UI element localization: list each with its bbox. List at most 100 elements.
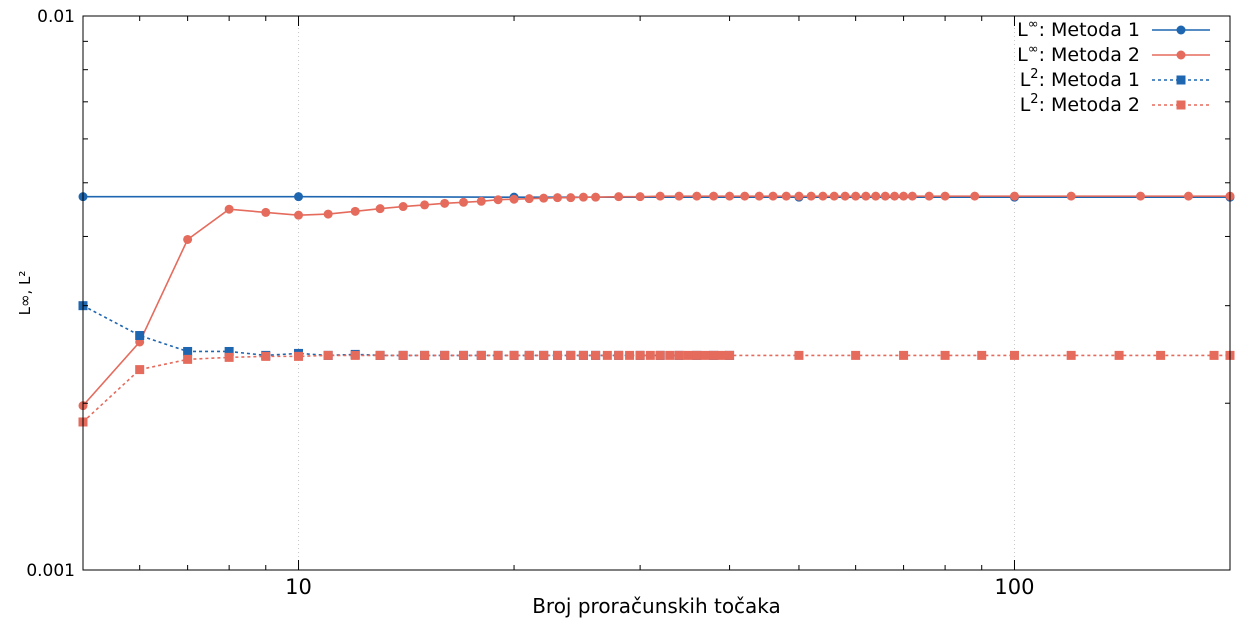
series-4-point — [625, 350, 635, 360]
series-4-point — [1156, 350, 1166, 360]
series-2-point — [539, 193, 549, 203]
legend-item-3: L2: Metoda 1 — [1020, 67, 1210, 91]
series-2-point — [781, 191, 791, 201]
series-4-point — [899, 350, 909, 360]
series-2-point — [970, 191, 980, 201]
series-2-point — [924, 191, 934, 201]
series-4-point — [539, 350, 549, 360]
series-4-point — [553, 350, 563, 360]
ticks — [82, 15, 1231, 571]
legend-item-4: L2: Metoda 2 — [1020, 92, 1210, 116]
series-2-point — [524, 194, 534, 204]
series-2-point — [851, 191, 861, 201]
series-2-point — [420, 200, 430, 210]
series-2-point — [907, 191, 917, 201]
series-4-point — [459, 350, 469, 360]
series-2-point — [880, 191, 890, 201]
series-2-point — [674, 191, 684, 201]
series-4-point — [566, 350, 576, 360]
series-2-point — [871, 191, 881, 201]
series-2-point — [899, 191, 909, 201]
series-4-point — [261, 351, 271, 361]
series-2-point — [840, 191, 850, 201]
series-4-point — [135, 365, 145, 375]
series-2-point — [890, 191, 900, 201]
series-4-point — [1209, 350, 1219, 360]
series-2-point — [655, 191, 665, 201]
series-3-point — [183, 346, 193, 356]
legend-item-1: L∞: Metoda 1 — [1017, 17, 1210, 41]
series-4-point — [683, 350, 693, 360]
series-3-point — [135, 331, 145, 341]
series-layer — [78, 191, 1235, 427]
series-2-point — [861, 191, 871, 201]
series-2-point — [768, 191, 778, 201]
y-tick-label-0: 0.001 — [26, 561, 75, 581]
series-4-point — [635, 350, 645, 360]
series-2-point — [794, 191, 804, 201]
legend: L∞: Metoda 1L∞: Metoda 2L2: Metoda 1L2: … — [1017, 17, 1210, 116]
series-2-point — [476, 196, 486, 206]
series-2-point — [692, 191, 702, 201]
series-2-point — [1009, 191, 1019, 201]
series-4-point — [645, 350, 655, 360]
y-axis-title: L∞, L² — [16, 271, 34, 316]
series-2-point — [566, 193, 576, 203]
series-4-point — [692, 350, 702, 360]
tick-labels: 10 100 0.001 0.01 — [26, 7, 1034, 599]
x-tick-label-0: 10 — [285, 575, 312, 599]
series-2-point — [1183, 191, 1193, 201]
series-2-point — [740, 191, 750, 201]
series-2-point — [323, 209, 333, 219]
series-4-point — [674, 350, 684, 360]
series-2-point — [614, 192, 624, 202]
legend-label-1: L∞: Metoda 1 — [1017, 17, 1140, 41]
legend-swatch-marker — [1176, 25, 1186, 35]
series-2-point — [1136, 191, 1146, 201]
legend-label-4: L2: Metoda 2 — [1020, 92, 1140, 116]
series-4-point — [440, 350, 450, 360]
grid — [298, 16, 1015, 570]
x-tick-label-1: 100 — [994, 575, 1034, 599]
series-4-point — [1009, 350, 1019, 360]
series-2-point — [818, 191, 828, 201]
series-4-point — [1114, 350, 1124, 360]
series-2-point — [591, 192, 601, 202]
series-4-point — [602, 350, 612, 360]
series-4-point — [375, 350, 385, 360]
plot-frame — [82, 15, 1231, 571]
series-4-point — [700, 350, 710, 360]
series-4-point — [665, 350, 675, 360]
series-4-point — [350, 350, 360, 360]
series-2-point — [509, 194, 519, 204]
series-3-point — [224, 346, 234, 356]
legend-swatch-marker — [1176, 100, 1186, 110]
series-2-point — [806, 191, 816, 201]
series-4-point — [655, 350, 665, 360]
series-4-point — [224, 352, 234, 362]
series-2-point — [350, 206, 360, 216]
series-4-point — [323, 350, 333, 360]
series-1-point — [294, 192, 304, 202]
series-2-point — [578, 192, 588, 202]
series-4-point — [614, 350, 624, 360]
series-4-point — [509, 350, 519, 360]
series-4-point — [709, 350, 719, 360]
legend-item-2: L∞: Metoda 2 — [1017, 42, 1210, 66]
series-2-point — [553, 193, 563, 203]
series-2-point — [709, 191, 719, 201]
legend-label-3: L2: Metoda 1 — [1020, 67, 1140, 91]
series-4-point — [717, 350, 727, 360]
series-2-point — [493, 195, 503, 205]
series-2-point — [440, 198, 450, 208]
series-4-point — [977, 350, 987, 360]
series-4-point — [725, 350, 735, 360]
series-4-point — [183, 354, 193, 364]
series-2-point — [294, 210, 304, 220]
series-4-point — [420, 350, 430, 360]
series-2-point — [940, 191, 950, 201]
series-4-point — [578, 350, 588, 360]
y-tick-label-1: 0.01 — [37, 7, 75, 27]
